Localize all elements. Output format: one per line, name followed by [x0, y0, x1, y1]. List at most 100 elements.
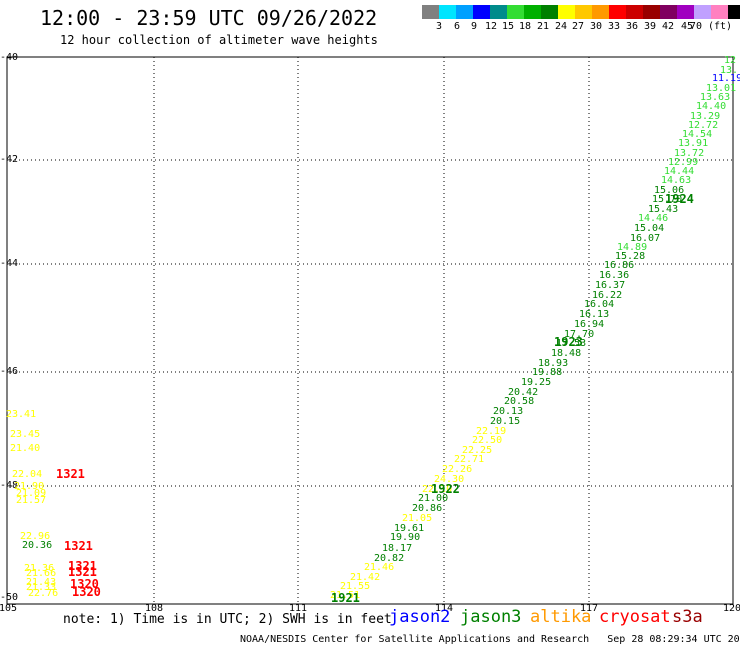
pass-hour-label: 1922	[431, 482, 460, 496]
satellite-legend-jason2: jason2	[389, 607, 451, 627]
wave-height-value: 22.26	[442, 464, 473, 475]
map-title: 12:00 - 23:59 UTC 09/26/2022	[40, 6, 378, 30]
pass-hour-label: 1321	[56, 467, 85, 481]
wave-height-value: 16.94	[574, 319, 605, 330]
wave-height-value: 21.66	[26, 568, 57, 579]
wave-height-value: 21.42	[350, 572, 381, 583]
wave-height-value: 22.19	[476, 426, 507, 437]
legend-swatch	[473, 5, 490, 19]
wave-height-value: 17.70	[564, 329, 595, 340]
wave-height-value: 15.06	[654, 185, 685, 196]
legend-swatch	[422, 5, 439, 19]
wave-height-color-legend	[422, 5, 740, 19]
legend-tick-label: 33	[607, 21, 621, 32]
wave-height-value: 19.88	[532, 367, 563, 378]
wave-height-value: 16.13	[579, 309, 610, 320]
map-subtitle: 12 hour collection of altimeter wave hei…	[60, 33, 378, 47]
pass-hour-label: 1921	[331, 591, 360, 605]
wave-height-value: 21.46	[364, 562, 395, 573]
wave-height-value: 21.57	[16, 495, 47, 506]
wave-height-value: 13.01	[706, 83, 737, 94]
longitude-label: 105	[0, 603, 18, 614]
wave-height-value: 16.22	[592, 290, 623, 301]
wave-height-value: 20.58	[504, 396, 535, 407]
legend-tick-label: 12	[484, 21, 498, 32]
legend-tick-label: 30	[589, 21, 603, 32]
wave-height-value: 23.41	[6, 409, 37, 420]
wave-height-value: 15.43	[648, 204, 679, 215]
wave-height-value: 22.76	[28, 588, 59, 599]
legend-tick-label: 9	[470, 21, 478, 32]
wave-height-value: 18.17	[382, 543, 413, 554]
wave-height-value: 15.70	[652, 194, 683, 205]
legend-swatch	[660, 5, 677, 19]
wave-height-value: 17.53	[556, 338, 587, 349]
wave-height-value: 14.63	[661, 175, 692, 186]
wave-height-value: 21.40	[10, 443, 41, 454]
legend-swatch	[439, 5, 456, 19]
longitude-label: 108	[144, 603, 164, 614]
wave-height-value: 21.43	[26, 577, 57, 588]
legend-swatch	[728, 5, 740, 19]
plot-frame	[6, 56, 734, 605]
wave-height-value: 13.91	[678, 138, 709, 149]
wave-height-value: 21.90	[14, 481, 45, 492]
pass-hour-label: 1321	[68, 565, 97, 579]
wave-height-value: 21.36	[24, 563, 55, 574]
legend-tick-label: 21	[536, 21, 550, 32]
wave-height-value: 22.71	[454, 454, 485, 465]
wave-height-value: 14.46	[638, 213, 669, 224]
latitude-label: -40	[0, 52, 19, 63]
legend-swatch	[507, 5, 524, 19]
pass-hour-label: 1320	[70, 577, 99, 591]
pass-hour-label: 1924	[665, 192, 694, 206]
wave-height-value: 24.30	[434, 474, 465, 485]
wave-height-value: 21.00	[418, 493, 449, 504]
wave-height-value: 15.28	[615, 251, 646, 262]
grid-lines	[7, 57, 733, 604]
wave-height-value: 14.40	[696, 101, 727, 112]
wave-height-value: 18.48	[551, 348, 582, 359]
pass-hour-label: 1320	[72, 585, 101, 599]
wave-height-value: 12.72	[688, 120, 719, 131]
legend-swatch	[677, 5, 694, 19]
wave-height-value: 20.86	[412, 503, 443, 514]
legend-tick-label: 24	[554, 21, 568, 32]
pass-hour-label: 1321	[64, 539, 93, 553]
wave-height-value: 16.07	[630, 233, 661, 244]
wave-height-value: 23.45	[10, 429, 41, 440]
wave-height-value: 20.82	[374, 553, 405, 564]
wave-height-value: 22.96	[20, 531, 51, 542]
wave-height-value: 14.44	[664, 166, 695, 177]
wave-height-value: 22.04	[12, 469, 43, 480]
wave-height-value: 20.15	[490, 416, 521, 427]
wave-height-value: 16.86	[604, 260, 635, 271]
legend-tick-label: 6	[453, 21, 461, 32]
wave-height-value: 20.36	[22, 540, 53, 551]
wave-height-value: 13.72	[674, 148, 705, 159]
latitude-label: -50	[0, 592, 19, 603]
legend-tick-label: 39	[643, 21, 657, 32]
legend-swatch	[626, 5, 643, 19]
legend-swatch	[541, 5, 558, 19]
legend-swatch	[575, 5, 592, 19]
wave-height-value: 18.93	[538, 358, 569, 369]
wave-height-value: 21.51	[330, 590, 361, 601]
wave-height-value: 14.54	[682, 129, 713, 140]
legend-swatch	[524, 5, 541, 19]
longitude-label: 114	[434, 603, 454, 614]
latitude-label: -46	[0, 366, 19, 377]
legend-tick-label: 45	[680, 21, 694, 32]
satellite-legend-altika: altika	[530, 607, 592, 627]
legend-tick-label: 15	[501, 21, 515, 32]
satellite-legend-jason3: jason3	[460, 607, 522, 627]
legend-tick-label: 3	[435, 21, 443, 32]
legend-tick-label: 36	[625, 21, 639, 32]
footer-credit: NOAA/NESDIS Center for Satellite Applica…	[240, 634, 740, 645]
wave-height-value: 21.33	[26, 582, 57, 593]
longitude-label: 117	[579, 603, 599, 614]
wave-height-value: 21.09	[16, 488, 47, 499]
latitude-label: -48	[0, 480, 19, 491]
wave-height-value: 21.05	[402, 513, 433, 524]
